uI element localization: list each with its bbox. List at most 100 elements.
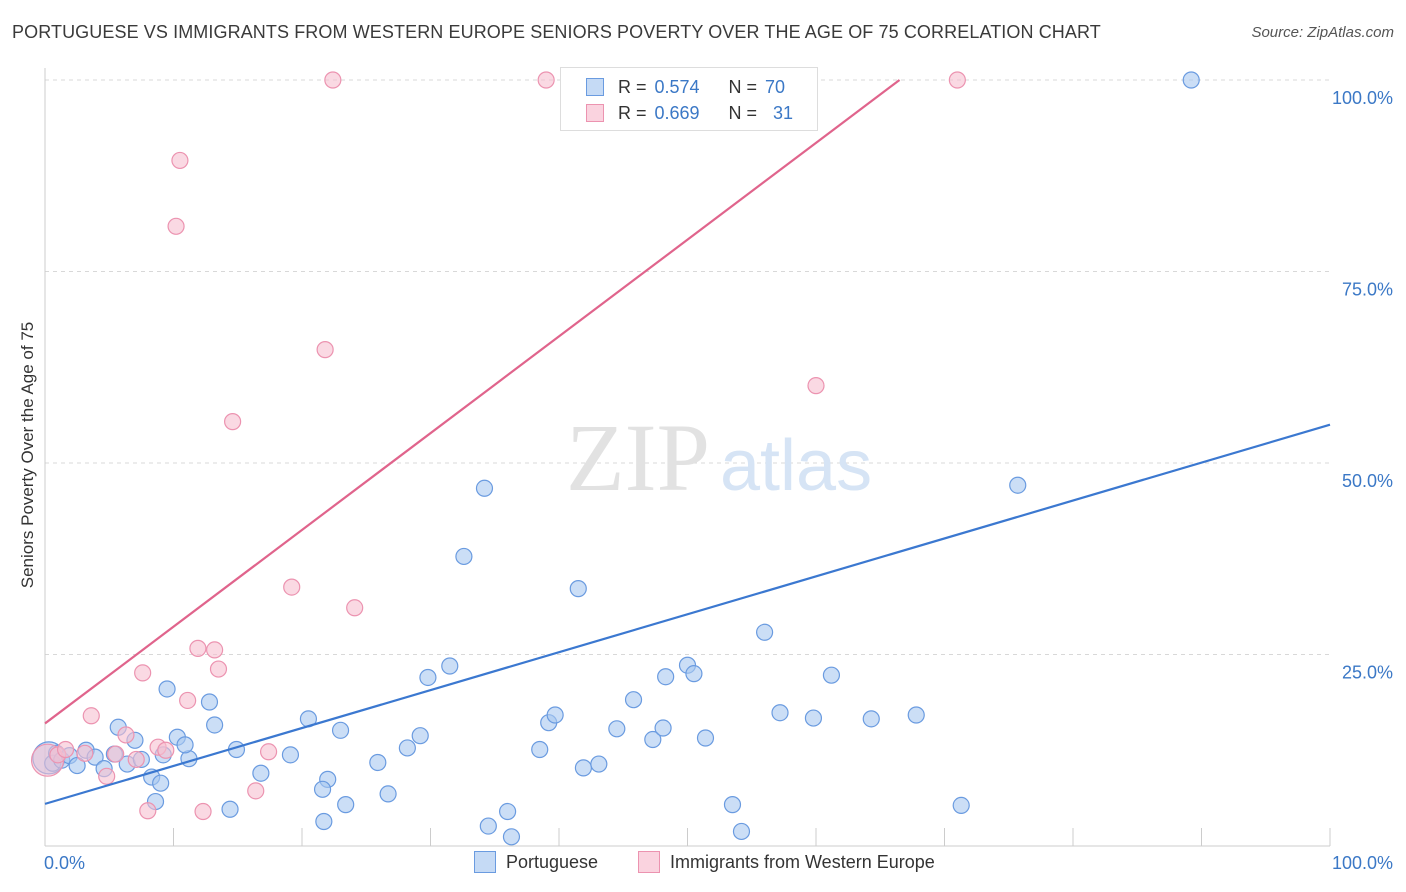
data-point (624, 691, 643, 709)
data-point (411, 727, 429, 745)
x-tick-label: 0.0% (44, 853, 85, 873)
stats-legend: R = 0.574 N = 70 R = 0.669 N = 31 (560, 67, 818, 131)
data-point (479, 817, 497, 835)
data-point (574, 759, 593, 777)
data-point (732, 822, 751, 841)
data-point (569, 580, 587, 598)
data-point (98, 767, 116, 785)
data-point (379, 785, 397, 803)
data-point (134, 664, 152, 682)
data-point (247, 782, 265, 800)
data-point (283, 578, 301, 596)
watermark-atlas: atlas (720, 426, 872, 506)
data-point (346, 599, 364, 617)
bottom-legend-label: Portuguese (506, 851, 599, 872)
data-point (948, 71, 966, 89)
data-point (475, 479, 494, 497)
data-point (755, 623, 774, 641)
data-point (107, 745, 125, 763)
data-point (252, 764, 270, 782)
data-point (657, 668, 675, 686)
y-tick-label: 75.0% (1342, 280, 1393, 300)
data-point (723, 796, 742, 814)
data-point (907, 706, 925, 724)
chart-source: Source: ZipAtlas.com (1251, 24, 1394, 41)
data-point (259, 743, 278, 761)
legend-row-immigrants: R = 0.669 N = 31 (586, 102, 793, 124)
legend-r-value: 0.574 (654, 76, 700, 97)
legend-row-portuguese: R = 0.574 N = 70 (586, 76, 785, 98)
data-point (179, 691, 197, 710)
data-point (807, 377, 825, 395)
data-point (654, 719, 672, 737)
legend-n-value: 70 (765, 76, 786, 97)
data-point (209, 660, 228, 678)
data-point (206, 716, 224, 734)
data-point (324, 71, 342, 89)
data-point (546, 706, 564, 724)
legend-n-value: 31 (773, 102, 794, 123)
data-point (316, 341, 334, 359)
grid-lines (45, 79, 1330, 655)
data-point (685, 665, 703, 683)
data-point (804, 709, 823, 727)
data-point (117, 726, 135, 744)
data-point (419, 668, 437, 687)
trend-line-pink (44, 79, 901, 725)
data-point (531, 740, 549, 759)
data-point (281, 746, 300, 764)
data-point (337, 796, 355, 814)
data-point (1182, 71, 1200, 89)
data-point (158, 680, 176, 698)
legend-r-label: R = (618, 76, 647, 97)
data-point (369, 753, 387, 772)
bottom-legend-portuguese: Portuguese (474, 851, 598, 873)
trend-line-blue (44, 423, 1331, 805)
data-point (771, 704, 789, 722)
data-point (822, 666, 841, 684)
data-point (696, 729, 715, 747)
data-point (224, 413, 242, 431)
axes (44, 68, 1331, 847)
y-tick-label: 25.0% (1342, 663, 1393, 683)
data-point (441, 657, 459, 675)
data-point (157, 741, 175, 759)
data-point (952, 796, 970, 815)
data-point (171, 151, 189, 170)
data-point (398, 739, 416, 757)
series-points (30, 71, 1200, 846)
data-point (499, 802, 517, 821)
data-point (167, 217, 185, 235)
data-point (644, 730, 662, 749)
tick-labels: 25.0% 50.0% 75.0% 100.0% 0.0% 100.0% (44, 88, 1393, 873)
legend-r-label: R = (618, 102, 647, 123)
data-point (455, 547, 473, 566)
data-point (152, 774, 170, 792)
data-point (82, 707, 100, 725)
legend-swatch-blue (586, 78, 604, 96)
data-point (189, 639, 207, 657)
y-tick-label: 50.0% (1342, 471, 1393, 491)
data-point (1009, 476, 1027, 494)
legend-r-value: 0.669 (654, 102, 700, 123)
legend-n-label: N = (728, 76, 758, 97)
data-point (221, 800, 239, 818)
y-axis-label: Seniors Poverty Over the Age of 75 (18, 321, 37, 589)
data-point (139, 802, 157, 820)
chart-title: PORTUGUESE VS IMMIGRANTS FROM WESTERN EU… (12, 22, 1101, 42)
data-point (313, 780, 332, 798)
data-point (315, 812, 333, 831)
bottom-legend-immigrants: Immigrants from Western Europe (638, 851, 935, 873)
data-point (206, 641, 224, 659)
data-point (76, 744, 94, 762)
x-tick-label: 100.0% (1332, 853, 1393, 873)
data-point (862, 710, 880, 728)
data-point (194, 802, 212, 821)
data-point (56, 740, 75, 759)
data-point (537, 71, 555, 89)
data-point (331, 721, 350, 739)
data-point (127, 750, 145, 769)
data-point (502, 828, 521, 846)
data-point (590, 755, 608, 773)
bottom-legend-swatch-pink (638, 851, 660, 873)
